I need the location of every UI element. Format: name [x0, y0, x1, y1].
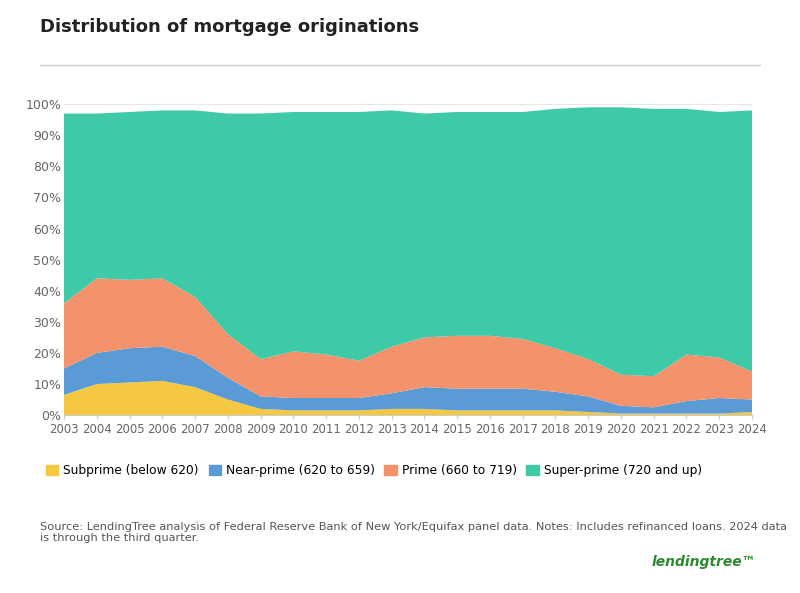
Text: lendingtree™: lendingtree™	[651, 555, 756, 569]
Legend: Subprime (below 620), Near-prime (620 to 659), Prime (660 to 719), Super-prime (: Subprime (below 620), Near-prime (620 to…	[46, 464, 702, 477]
Text: Distribution of mortgage originations: Distribution of mortgage originations	[40, 18, 419, 36]
Text: Source: LendingTree analysis of Federal Reserve Bank of New York/Equifax panel d: Source: LendingTree analysis of Federal …	[40, 522, 787, 543]
